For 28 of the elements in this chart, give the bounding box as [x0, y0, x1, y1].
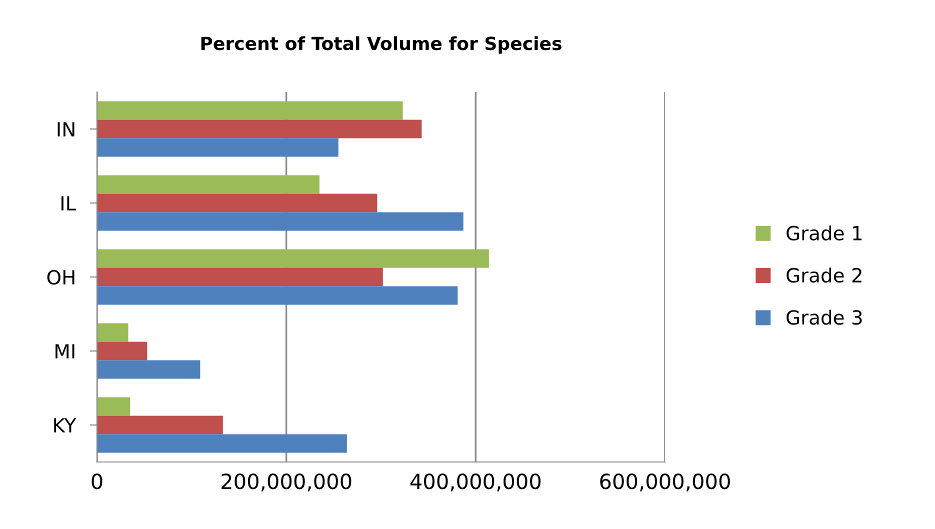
legend-label: Grade 2 — [786, 268, 862, 283]
chart-title: Percent of Total Volume for Species — [201, 36, 562, 54]
legend-label: Grade 3 — [786, 310, 862, 325]
x-tick-label: 0 — [92, 473, 102, 490]
legend-label: Grade 1 — [786, 225, 862, 240]
x-tick-label: 600,000,000 — [600, 473, 730, 492]
bar — [97, 212, 464, 231]
x-tick-label: 200,000,000 — [222, 473, 352, 492]
y-tick-label: OH — [47, 270, 74, 285]
bar — [97, 175, 320, 194]
bar — [97, 120, 422, 138]
y-tick-label: KY — [54, 418, 76, 432]
bar — [97, 268, 383, 286]
bar — [97, 397, 130, 416]
bar — [97, 286, 458, 305]
bar — [97, 101, 403, 120]
y-tick-label: MI — [56, 344, 74, 358]
bar — [97, 194, 378, 212]
bar — [97, 434, 347, 453]
y-tick-label: IL — [62, 196, 76, 210]
bar — [97, 249, 489, 268]
bar — [97, 342, 148, 360]
bar — [97, 360, 200, 379]
x-tick-label: 400,000,000 — [410, 473, 541, 492]
y-tick-label: IN — [58, 122, 74, 136]
bar — [97, 416, 223, 434]
bar — [97, 323, 128, 342]
bar — [97, 138, 338, 157]
